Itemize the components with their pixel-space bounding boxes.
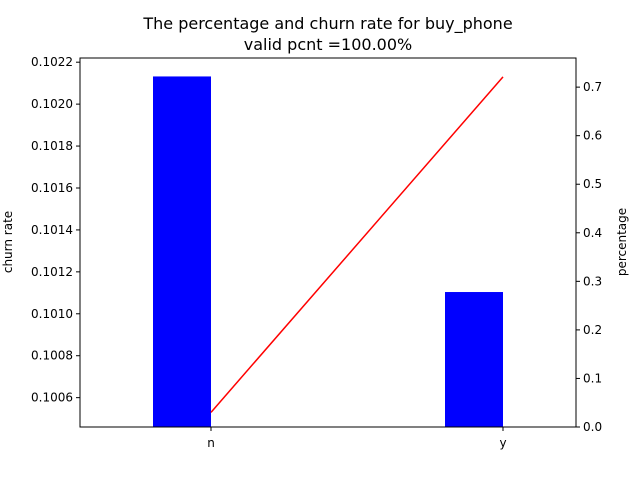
bar-y: [445, 292, 503, 427]
left-tick-label: 0.1022: [31, 55, 73, 69]
plot-frame: [79, 57, 577, 428]
left-tick-label: 0.1020: [31, 97, 73, 111]
right-tick-label: 0.6: [583, 129, 602, 143]
right-tick-label: 0.1: [583, 371, 602, 385]
x-tick-label-n: n: [207, 436, 215, 450]
left-axis-ticks: 0.1006 0.1008 0.1010 0.1012 0.1014 0.1016 0.10…: [31, 55, 80, 405]
right-tick-label: 0.0: [583, 420, 602, 434]
bar-n: [153, 76, 211, 427]
bars-group: [153, 76, 503, 427]
left-axis-label: churn rate: [1, 211, 15, 273]
left-tick-label: 0.1018: [31, 139, 73, 153]
left-tick-label: 0.1006: [31, 391, 73, 405]
left-tick-label: 0.1014: [31, 223, 73, 237]
right-tick-label: 0.7: [583, 80, 602, 94]
right-tick-label: 0.2: [583, 323, 602, 337]
right-axis-ticks: 0.0 0.1 0.2 0.3 0.4 0.5 0.6 0.7: [576, 80, 602, 434]
chart-title: The percentage and churn rate for buy_ph…: [142, 14, 512, 34]
left-tick-label: 0.1008: [31, 349, 73, 363]
line-series-group: [210, 76, 504, 413]
x-tick-label-y: y: [499, 436, 506, 450]
chart-subtitle: valid pcnt =100.00%: [244, 35, 412, 54]
left-tick-label: 0.1010: [31, 307, 73, 321]
churn-rate-line: [210, 76, 504, 413]
left-tick-label: 0.1016: [31, 181, 73, 195]
right-tick-label: 0.3: [583, 274, 602, 288]
left-tick-label: 0.1012: [31, 265, 73, 279]
right-tick-label: 0.5: [583, 177, 602, 191]
right-axis-label: percentage: [615, 208, 629, 276]
right-tick-label: 0.4: [583, 226, 602, 240]
